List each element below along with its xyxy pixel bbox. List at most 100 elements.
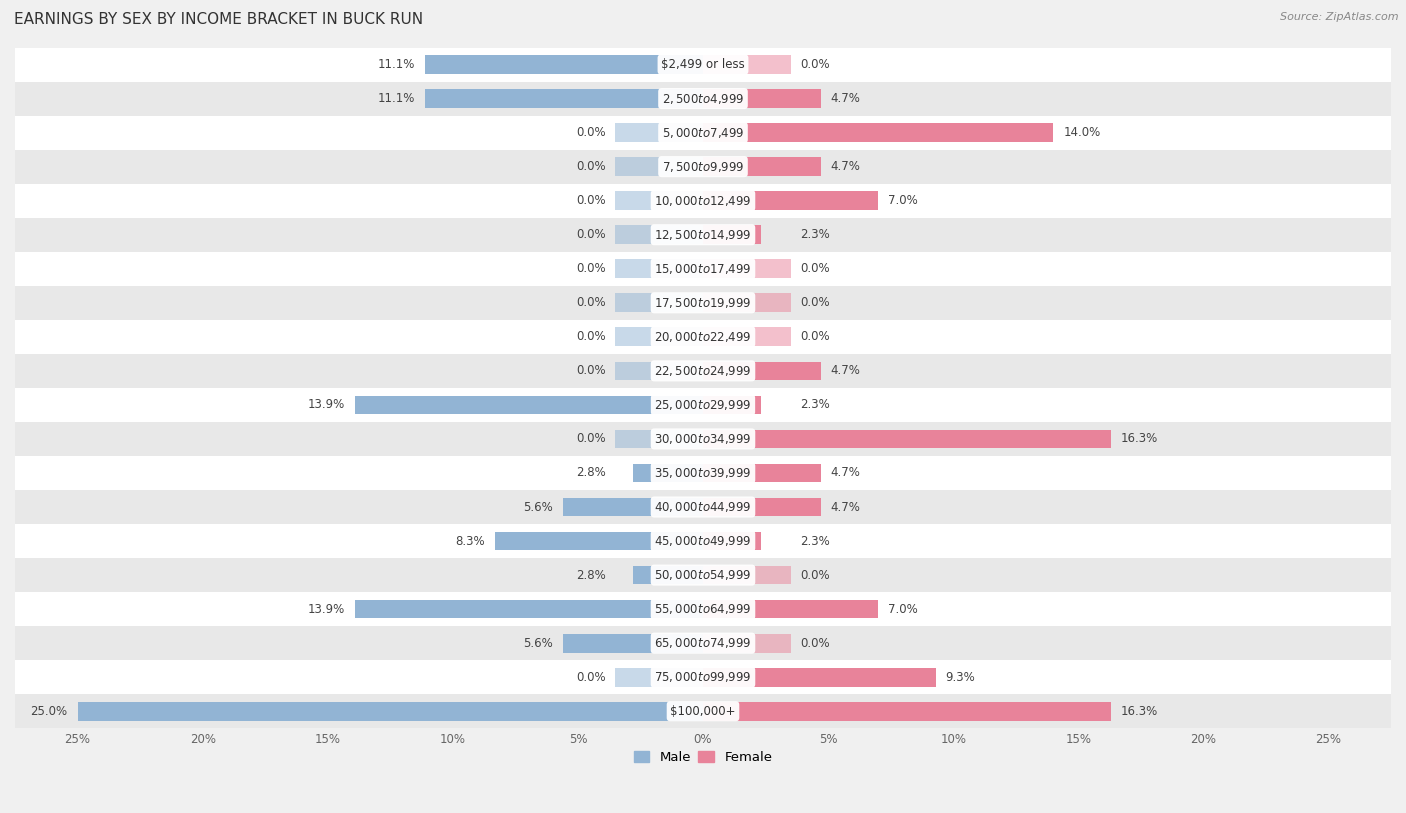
Text: $2,500 to $4,999: $2,500 to $4,999 [662,92,744,106]
Text: $35,000 to $39,999: $35,000 to $39,999 [654,466,752,480]
Bar [616,89,703,108]
Text: 11.1%: 11.1% [378,92,415,105]
Bar [0,354,1406,388]
Bar [0,150,1406,184]
Text: 7.0%: 7.0% [889,602,918,615]
Bar [703,532,761,550]
Text: 0.0%: 0.0% [800,568,830,581]
Bar [616,463,703,482]
Bar [562,498,703,516]
Text: 0.0%: 0.0% [576,160,606,173]
Bar [703,634,790,653]
Bar [703,463,821,482]
Text: $55,000 to $64,999: $55,000 to $64,999 [654,602,752,616]
Bar [703,191,879,210]
Bar [703,566,790,585]
Bar [703,667,935,686]
Text: 0.0%: 0.0% [800,263,830,276]
Text: $12,500 to $14,999: $12,500 to $14,999 [654,228,752,241]
Bar [0,320,1406,354]
Bar [703,362,790,380]
Text: 2.3%: 2.3% [800,535,831,547]
Bar [495,532,703,550]
Text: 2.3%: 2.3% [800,228,831,241]
Bar [616,532,703,550]
Text: $25,000 to $29,999: $25,000 to $29,999 [654,398,752,412]
Bar [616,259,703,278]
Text: 16.3%: 16.3% [1121,705,1159,718]
Bar [562,634,703,653]
Bar [616,362,703,380]
Bar [703,702,1111,720]
Bar [0,660,1406,694]
Bar [703,157,790,176]
Text: 0.0%: 0.0% [576,296,606,309]
Bar [703,532,790,550]
Bar [0,456,1406,490]
Bar [356,396,703,415]
Bar [0,252,1406,286]
Bar [703,362,821,380]
Text: $22,500 to $24,999: $22,500 to $24,999 [654,364,752,378]
Bar [703,89,790,108]
Bar [0,490,1406,524]
Bar [703,124,1053,142]
Text: 13.9%: 13.9% [308,602,346,615]
Bar [703,429,790,448]
Text: 8.3%: 8.3% [456,535,485,547]
Bar [633,463,703,482]
Bar [703,498,790,516]
Bar [0,524,1406,558]
Text: $50,000 to $54,999: $50,000 to $54,999 [654,568,752,582]
Text: 0.0%: 0.0% [800,637,830,650]
Text: $17,500 to $19,999: $17,500 to $19,999 [654,296,752,310]
Text: 4.7%: 4.7% [831,160,860,173]
Text: 0.0%: 0.0% [576,433,606,446]
Text: 7.0%: 7.0% [889,194,918,207]
Bar [703,55,790,74]
Text: 0.0%: 0.0% [800,296,830,309]
Bar [616,328,703,346]
Text: $5,000 to $7,499: $5,000 to $7,499 [662,126,744,140]
Text: 25.0%: 25.0% [31,705,67,718]
Text: $10,000 to $12,499: $10,000 to $12,499 [654,193,752,207]
Text: $40,000 to $44,999: $40,000 to $44,999 [654,500,752,514]
Bar [616,667,703,686]
Bar [616,566,703,585]
Bar [0,218,1406,252]
Text: 5.6%: 5.6% [523,501,553,514]
Bar [425,55,703,74]
Bar [0,626,1406,660]
Bar [0,558,1406,592]
Text: 4.7%: 4.7% [831,467,860,480]
Bar [616,702,703,720]
Text: 13.9%: 13.9% [308,398,346,411]
Text: 0.0%: 0.0% [576,364,606,377]
Text: 4.7%: 4.7% [831,92,860,105]
Text: $30,000 to $34,999: $30,000 to $34,999 [654,432,752,446]
Bar [703,157,821,176]
Text: 2.8%: 2.8% [575,467,606,480]
Bar [703,600,790,619]
Bar [703,498,821,516]
Bar [0,388,1406,422]
Text: $7,500 to $9,999: $7,500 to $9,999 [662,159,744,174]
Text: 2.8%: 2.8% [575,568,606,581]
Bar [703,89,821,108]
Text: $15,000 to $17,499: $15,000 to $17,499 [654,262,752,276]
Text: 5.6%: 5.6% [523,637,553,650]
Text: 4.7%: 4.7% [831,501,860,514]
Bar [616,191,703,210]
Text: 11.1%: 11.1% [378,58,415,71]
Bar [703,259,790,278]
Text: 0.0%: 0.0% [800,330,830,343]
Text: $100,000+: $100,000+ [671,705,735,718]
Bar [703,191,790,210]
Bar [77,702,703,720]
Bar [0,47,1406,81]
Bar [703,328,790,346]
Bar [0,115,1406,150]
Bar [703,429,1111,448]
Text: 0.0%: 0.0% [576,126,606,139]
Bar [616,498,703,516]
